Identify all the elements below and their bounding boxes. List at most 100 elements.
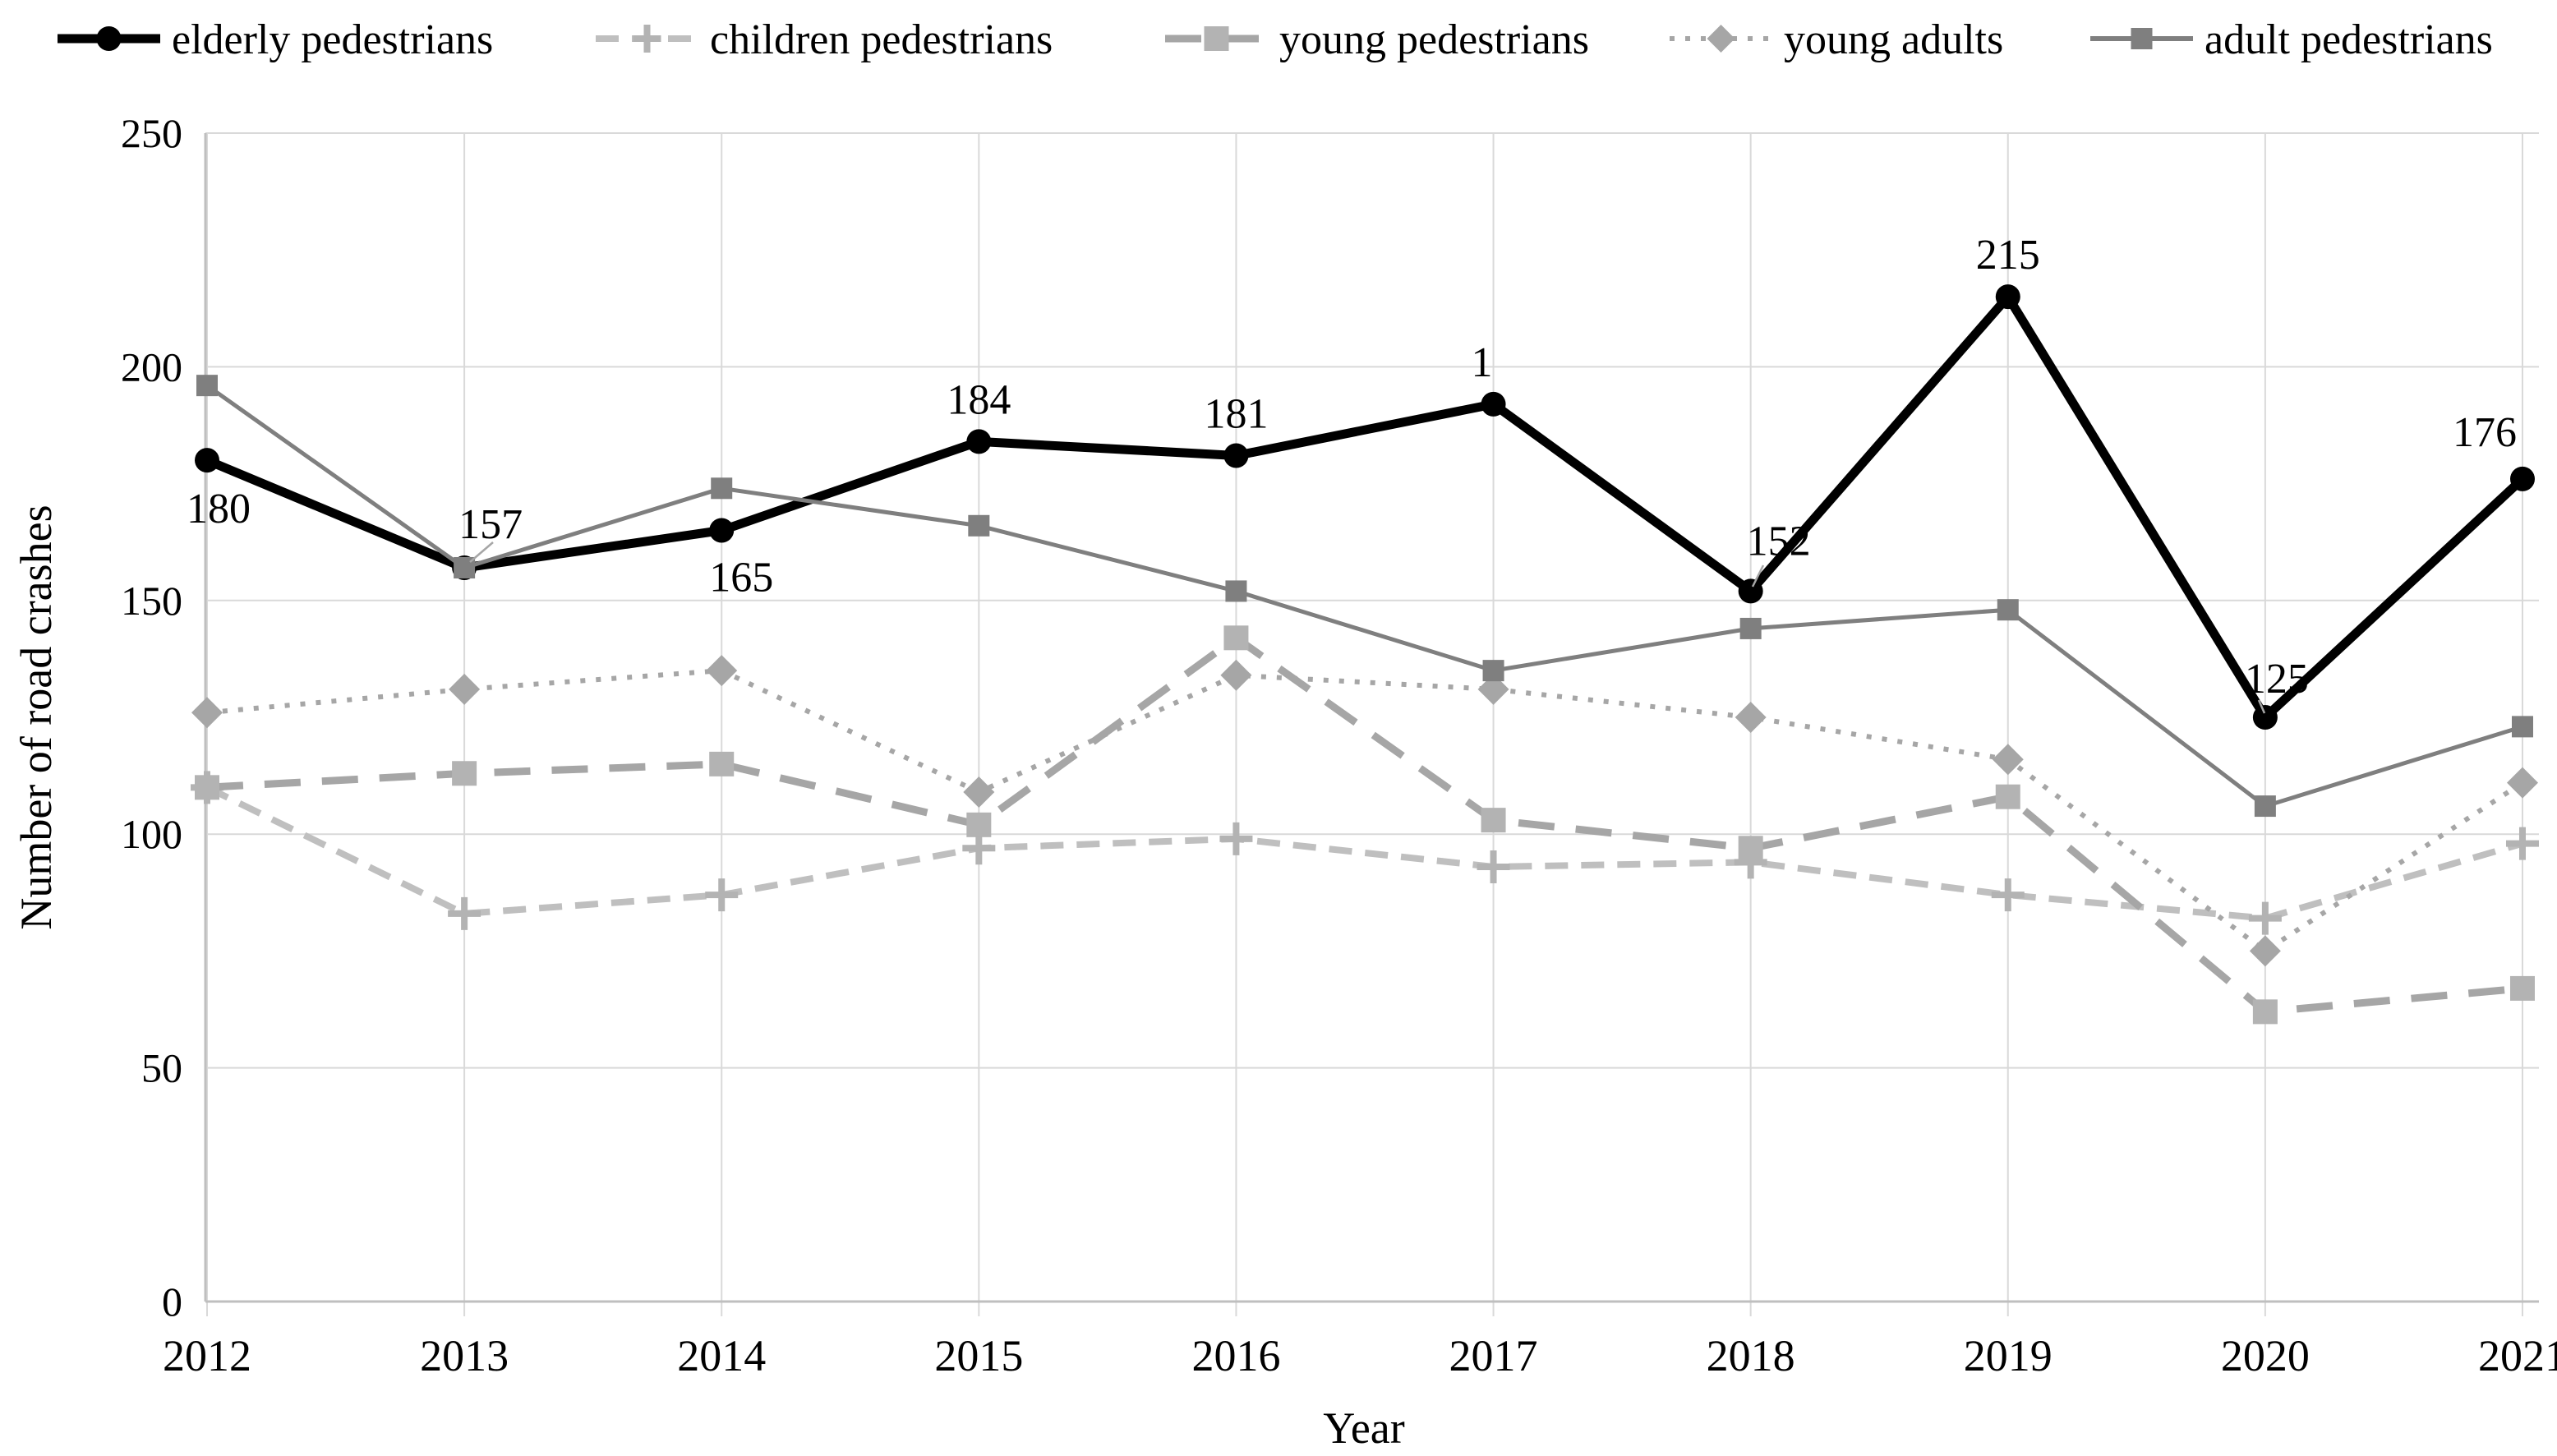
young-pedestrians-marker [1204, 26, 1229, 51]
elderly-pedestrians-marker [195, 448, 219, 473]
legend-item-children-pedestrians: children pedestrians [596, 16, 1053, 63]
adult-pedestrians-line [205, 384, 2523, 809]
y-tick-label: 50 [141, 1045, 182, 1091]
data-label-leader [469, 541, 494, 563]
young-pedestrians-marker [966, 812, 992, 837]
data-label: 180 [187, 486, 251, 532]
children-pedestrians-line [205, 784, 2524, 922]
elderly-pedestrians-marker [1995, 284, 2020, 310]
legend-label: children pedestrians [710, 16, 1053, 63]
young-adults-marker [1707, 25, 1735, 53]
y-tick-label: 100 [121, 811, 182, 857]
young-adults-marker [2249, 935, 2281, 967]
legend: elderly pedestrians children pedestrians y… [58, 16, 2493, 63]
young-pedestrians-marker [1995, 784, 2020, 809]
elderly-pedestrians-marker [96, 26, 122, 51]
children-pedestrians-marker [962, 832, 996, 865]
data-labels: 180 157 165 184 181 1 152 215 125 176 [187, 232, 2517, 714]
elderly-pedestrians-marker [709, 518, 735, 543]
children-pedestrians-marker [705, 878, 739, 912]
adult-pedestrians-marker [2131, 28, 2153, 49]
young-pedestrians-marker [2509, 975, 2535, 1001]
data-label-leader [2257, 699, 2266, 714]
legend-label: elderly pedestrians [172, 16, 493, 63]
children-pedestrians-marker [2248, 901, 2282, 935]
young-pedestrians-line [206, 634, 2523, 1016]
x-tick-label: 2015 [934, 1331, 1023, 1380]
legend-item-young-pedestrians: young pedestrians [1165, 16, 1589, 63]
elderly-pedestrians-marker [966, 429, 992, 454]
adult-pedestrians-marker [1739, 617, 1762, 639]
adult-pedestrians-marker [968, 514, 990, 537]
elderly-pedestrians-line [205, 292, 2526, 722]
young-adults-marker [1477, 673, 1509, 705]
young-adults-marker [191, 697, 223, 729]
elderly-pedestrians-marker [1223, 443, 1249, 468]
series-young-pedestrians [195, 625, 2535, 1025]
adult-pedestrians-marker [711, 477, 733, 500]
young-adults-marker [449, 673, 481, 705]
young-pedestrians-marker [1481, 808, 1506, 833]
data-label-leader [1751, 564, 1765, 587]
data-label: 125 [2245, 656, 2309, 703]
x-tick-label: 2013 [420, 1331, 509, 1380]
young-pedestrians-marker [2252, 999, 2278, 1025]
young-pedestrians-marker [452, 761, 477, 786]
adult-pedestrians-marker [1482, 660, 1504, 682]
children-pedestrians-marker [1477, 850, 1510, 884]
y-tick-label: 200 [121, 343, 182, 389]
elderly-pedestrians-marker [1481, 391, 1506, 417]
legend-item-young-adults: young adults [1670, 16, 2003, 63]
children-pedestrians-marker [1219, 822, 1253, 855]
x-tick-label: 2019 [1964, 1331, 2053, 1380]
x-axis-title: Year [1323, 1403, 1405, 1453]
adult-pedestrians-marker [1997, 599, 2019, 621]
legend-item-adult-pedestrians: adult pedestrians [2090, 16, 2493, 63]
x-tick-label: 2020 [2221, 1331, 2310, 1380]
young-adults-marker [963, 776, 995, 809]
young-pedestrians-marker [195, 775, 219, 800]
young-adults-marker [1992, 744, 2024, 776]
legend-label: adult pedestrians [2205, 16, 2493, 63]
elderly-pedestrians-marker [2252, 705, 2278, 730]
y-tick-label: 250 [121, 110, 182, 156]
data-label: 1 [1472, 339, 1493, 386]
series-young-adults [191, 655, 2538, 967]
young-adults-marker [1735, 702, 1767, 733]
adult-pedestrians-marker [196, 375, 218, 397]
x-tick-label: 2017 [1449, 1331, 1538, 1380]
data-label: 157 [458, 501, 523, 548]
y-axis-title: Number of road crashes [12, 505, 61, 929]
young-adults-marker [706, 655, 738, 687]
gridlines: 0 50 100 150 200 250 2012 2013 2014 2015 2016 2017 2… [121, 110, 2557, 1380]
children-pedestrians-marker [448, 896, 481, 930]
young-adults-marker [1220, 659, 1252, 691]
data-label: 176 [2453, 409, 2517, 456]
elderly-pedestrians-marker [2509, 466, 2535, 491]
young-pedestrians-marker [1738, 836, 1763, 861]
chart-generated-content: 0 50 100 150 200 250 2012 2013 2014 2015 2016 2017 2… [58, 16, 2557, 1380]
data-label: 184 [947, 376, 1011, 423]
adult-pedestrians-marker [2254, 795, 2276, 818]
young-adults-marker [2506, 767, 2538, 799]
x-tick-label: 2016 [1191, 1331, 1280, 1380]
children-pedestrians-marker [2505, 827, 2539, 860]
x-tick-label: 2021 [2478, 1331, 2557, 1380]
y-tick-label: 0 [162, 1279, 182, 1325]
x-tick-label: 2012 [163, 1331, 251, 1380]
y-tick-label: 150 [121, 578, 182, 624]
young-pedestrians-marker [709, 751, 735, 776]
adult-pedestrians-marker [1225, 580, 1247, 602]
series-children-pedestrians [191, 771, 2539, 935]
children-pedestrians-marker [1991, 878, 2025, 912]
x-tick-label: 2014 [677, 1331, 766, 1380]
legend-label: young pedestrians [1279, 16, 1589, 63]
series-adult-pedestrians [196, 375, 2533, 818]
data-label: 165 [709, 554, 773, 601]
young-pedestrians-marker [1223, 625, 1249, 651]
adult-pedestrians-marker [2511, 716, 2533, 738]
data-label: 152 [1747, 518, 1811, 564]
children-pedestrians-marker [633, 25, 661, 53]
